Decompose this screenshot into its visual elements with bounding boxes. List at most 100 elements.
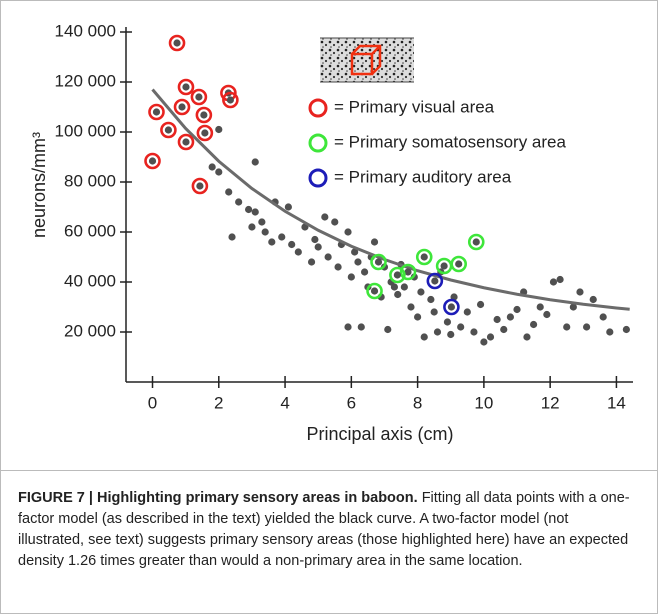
data-point: [268, 238, 275, 245]
ring-point-fill: [153, 108, 160, 115]
ring-point-fill: [149, 157, 156, 164]
data-point: [537, 303, 544, 310]
data-point: [295, 248, 302, 255]
x-tick-label: 4: [280, 393, 289, 412]
y-tick-label: 100 000: [55, 121, 116, 140]
legend-marker: [310, 170, 326, 186]
data-point: [344, 228, 351, 235]
data-point: [354, 258, 361, 265]
data-point: [325, 253, 332, 260]
separator: [0, 470, 658, 471]
data-point: [513, 306, 520, 313]
data-point: [228, 233, 235, 240]
data-point: [215, 168, 222, 175]
ring-point-fill: [195, 93, 202, 100]
ring-point-fill: [165, 126, 172, 133]
y-tick-label: 80 000: [64, 171, 116, 190]
ring-point-fill: [201, 129, 208, 136]
data-point: [530, 321, 537, 328]
chart: Principal axis (cm) neurons/mm³ 20 00040…: [0, 0, 658, 470]
data-point: [563, 323, 570, 330]
caption-label: FIGURE 7 | Highlighting primary sensory …: [18, 490, 418, 506]
data-point: [331, 218, 338, 225]
y-tick-label: 60 000: [64, 221, 116, 240]
data-point: [477, 301, 484, 308]
data-point: [348, 273, 355, 280]
y-tick-label: 140 000: [55, 21, 116, 40]
data-point: [470, 328, 477, 335]
ring-point-fill: [421, 253, 428, 260]
data-point: [444, 318, 451, 325]
data-point: [550, 278, 557, 285]
x-tick-label: 6: [347, 393, 356, 412]
data-point: [487, 333, 494, 340]
x-tick-label: 0: [148, 393, 157, 412]
data-point: [391, 283, 398, 290]
y-tick-label: 20 000: [64, 321, 116, 340]
ring-point-fill: [473, 238, 480, 245]
ring-point-fill: [200, 111, 207, 118]
x-tick-label: 12: [541, 393, 560, 412]
data-point: [590, 296, 597, 303]
data-point: [600, 313, 607, 320]
x-tick-label: 14: [607, 393, 626, 412]
legend-marker: [310, 135, 326, 151]
ring-point-fill: [227, 96, 234, 103]
data-point: [623, 326, 630, 333]
data-point: [543, 311, 550, 318]
data-point: [417, 288, 424, 295]
data-point: [344, 323, 351, 330]
data-point: [252, 158, 259, 165]
data-point: [427, 296, 434, 303]
data-point: [235, 198, 242, 205]
data-point: [288, 241, 295, 248]
x-axis-title: Principal axis (cm): [306, 424, 453, 444]
ring-point-fill: [375, 258, 382, 265]
legend-label: = Primary auditory area: [334, 167, 512, 186]
ring-point-fill: [173, 39, 180, 46]
page: Principal axis (cm) neurons/mm³ 20 00040…: [0, 0, 658, 614]
legend-marker: [310, 100, 326, 116]
ring-point-fill: [394, 271, 401, 278]
data-point: [401, 283, 408, 290]
data-point: [252, 208, 259, 215]
data-point: [209, 163, 216, 170]
data-point: [434, 328, 441, 335]
data-point: [576, 288, 583, 295]
data-point: [315, 243, 322, 250]
data-point: [361, 268, 368, 275]
ring-point-fill: [182, 138, 189, 145]
data-point: [225, 188, 232, 195]
data-point: [464, 308, 471, 315]
legend-label: = Primary somatosensory area: [334, 132, 566, 151]
data-point: [421, 333, 428, 340]
ring-point-fill: [178, 103, 185, 110]
legend-label: = Primary visual area: [334, 97, 495, 116]
y-tick-label: 120 000: [55, 71, 116, 90]
data-point: [457, 323, 464, 330]
data-point: [523, 333, 530, 340]
caption: FIGURE 7 | Highlighting primary sensory …: [18, 488, 638, 572]
data-point: [480, 338, 487, 345]
data-point: [245, 206, 252, 213]
data-point: [407, 303, 414, 310]
data-point: [384, 326, 391, 333]
data-point: [358, 323, 365, 330]
data-point: [556, 276, 563, 283]
data-point: [447, 331, 454, 338]
data-point: [606, 328, 613, 335]
data-point: [248, 223, 255, 230]
data-point: [308, 258, 315, 265]
data-point: [215, 126, 222, 133]
ring-point-fill: [431, 277, 438, 284]
data-point: [258, 218, 265, 225]
x-tick-label: 2: [214, 393, 223, 412]
ring-point-fill: [196, 182, 203, 189]
data-point: [431, 308, 438, 315]
ring-point-fill: [371, 287, 378, 294]
data-point: [414, 313, 421, 320]
data-point: [321, 213, 328, 220]
data-point: [394, 291, 401, 298]
inset-image: [320, 38, 414, 82]
data-point: [311, 236, 318, 243]
